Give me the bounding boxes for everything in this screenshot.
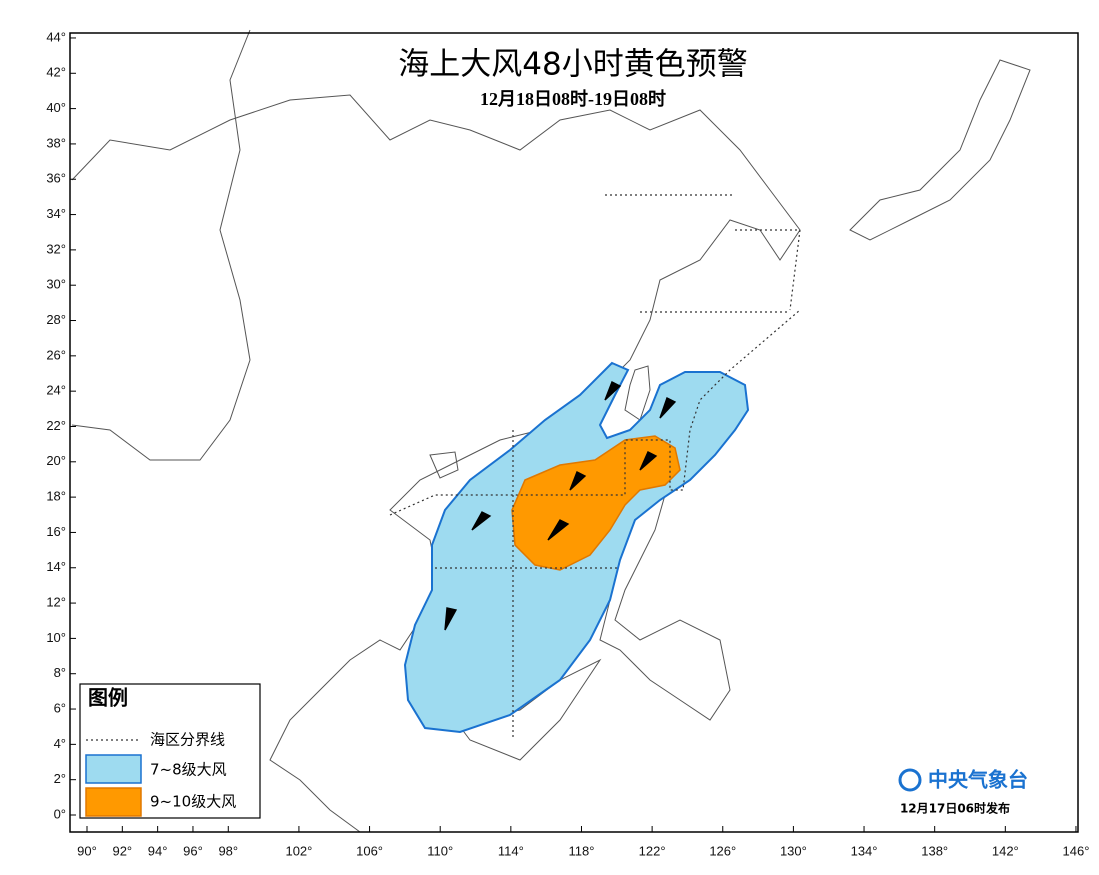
philippines	[599, 479, 731, 721]
japan	[849, 59, 1031, 241]
wind-barb	[547, 519, 570, 541]
lat-tick-label: 14°	[46, 559, 66, 574]
subtitle: 12月18日08时-19日08时	[480, 89, 666, 109]
lat-tick-label: 22°	[46, 418, 66, 433]
map-frame	[69, 32, 1079, 833]
coastlines	[71, 29, 1031, 833]
lon-tick-label: 90°	[77, 843, 97, 858]
issue-time: 12月17日06时发布	[900, 801, 1010, 816]
lat-tick-label: 24°	[46, 383, 66, 398]
title: 海上大风48小时黄色预警	[398, 47, 747, 83]
lat-tick-label: 36°	[46, 171, 66, 186]
lon-tick-label: 110°	[427, 843, 453, 858]
gale-9-10-area	[511, 435, 681, 571]
boundary	[389, 309, 801, 516]
lat-tick-label: 8°	[54, 665, 66, 680]
lat-tick-label: 0°	[54, 806, 66, 821]
lat-tick-label: 26°	[46, 347, 66, 362]
lat-tick-label: 2°	[54, 771, 66, 786]
lat-tick-label: 30°	[46, 277, 66, 292]
lat-tick-label: 6°	[54, 700, 66, 715]
lon-tick-label: 142°	[992, 843, 1019, 858]
lon-tick-label: 146°	[1063, 843, 1090, 858]
lon-tick-label: 92°	[112, 843, 132, 858]
lat-tick-label: 12°	[46, 595, 66, 610]
lat-tick-label: 42°	[46, 65, 66, 80]
wind-barb	[471, 511, 492, 531]
lat-tick-label: 40°	[46, 100, 66, 115]
lon-tick-label: 126°	[709, 843, 736, 858]
lon-tick-label: 98°	[218, 843, 238, 858]
lat-tick-label: 32°	[46, 241, 66, 256]
legend: 图例 海区分界线 7~8级大风 9~10级大风	[79, 683, 261, 819]
wind-barbs	[444, 381, 677, 631]
lat-tick-label: 34°	[46, 206, 66, 221]
mainland-coast	[71, 94, 801, 833]
lon-tick-label: 96°	[183, 843, 203, 858]
lat-tick-label: 20°	[46, 453, 66, 468]
legend-title: 图例	[88, 686, 128, 710]
lon-tick-label: 134°	[851, 843, 878, 858]
legend-label: 9~10级大风	[150, 793, 236, 811]
lon-tick-label: 130°	[780, 843, 807, 858]
borders	[71, 29, 251, 461]
lat-tick-label: 44°	[46, 29, 66, 44]
ticks: 44° 42° 40° 38° 36° 34° 32° 30° 28° 26° 24° 22° 20° 1…	[46, 29, 1089, 858]
wind-barb	[639, 451, 658, 471]
legend-swatch	[85, 754, 142, 784]
lon-tick-label: 122°	[639, 843, 666, 858]
issuer-name: 中央气象台	[928, 768, 1028, 792]
lat-tick-label: 38°	[46, 135, 66, 150]
lon-tick-label: 114°	[498, 843, 524, 858]
lon-tick-label: 106°	[356, 843, 383, 858]
lon-tick-label: 118°	[569, 843, 595, 858]
legend-label: 海区分界线	[150, 731, 225, 749]
legend-swatch	[85, 787, 142, 817]
wind-barb	[444, 607, 458, 631]
sea-boundaries	[389, 194, 801, 740]
wind-barb	[659, 397, 677, 419]
boundary	[435, 194, 801, 740]
lat-tick-label: 28°	[46, 312, 66, 327]
lon-tick-label: 138°	[921, 843, 948, 858]
lon-tick-label: 94°	[148, 843, 168, 858]
lat-tick-label: 16°	[46, 524, 66, 539]
logo	[898, 768, 922, 792]
hainan	[429, 451, 459, 479]
lat-tick-label: 4°	[54, 736, 66, 751]
legend-label: 7~8级大风	[150, 761, 227, 779]
lat-tick-label: 10°	[46, 630, 66, 645]
wind-barb	[604, 381, 622, 401]
lon-tick-label: 102°	[285, 843, 312, 858]
lat-tick-label: 18°	[46, 489, 66, 504]
wind-barb	[569, 471, 587, 491]
